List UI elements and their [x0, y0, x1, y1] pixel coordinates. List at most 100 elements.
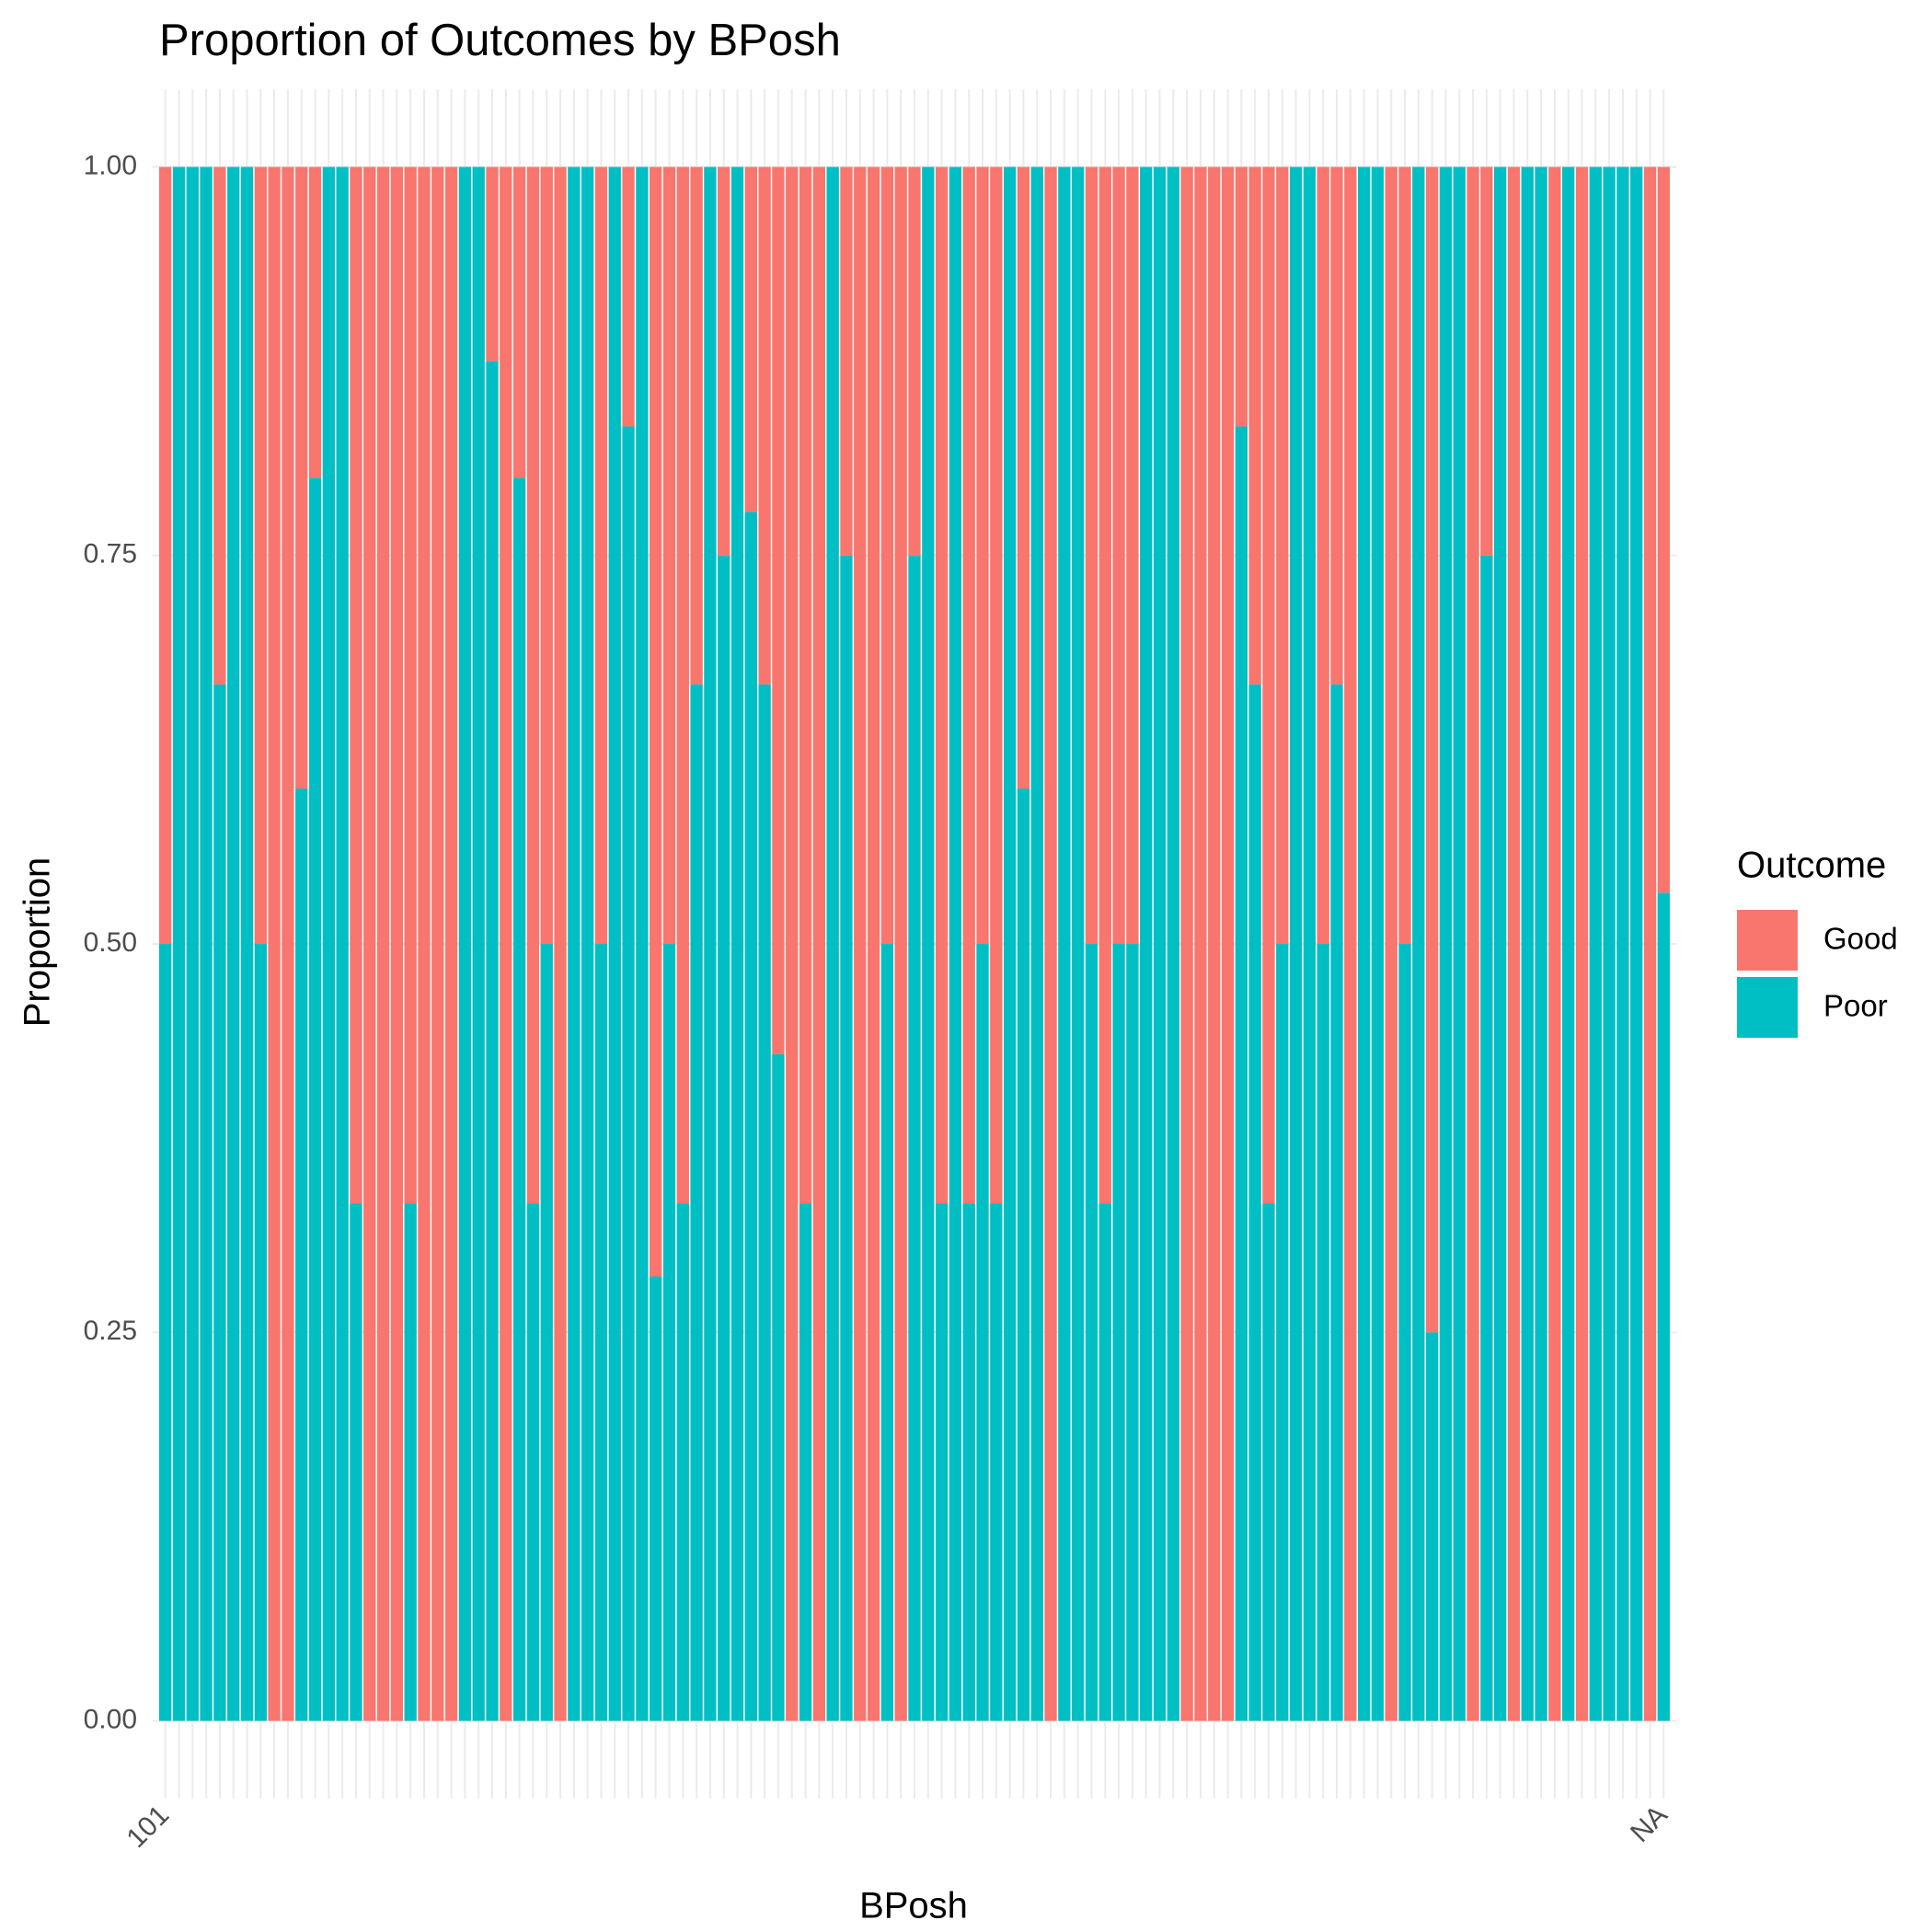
- bar-segment: [962, 1203, 975, 1721]
- y-tick-label: 0.25: [84, 1316, 137, 1346]
- bar-segment: [594, 944, 608, 1721]
- bar-segment: [1521, 167, 1534, 1721]
- bar-segment: [1317, 167, 1329, 945]
- bar-segment: [1589, 167, 1602, 1721]
- bar-segment: [1085, 167, 1098, 945]
- bar-segment: [1167, 167, 1179, 1721]
- bar-segment: [472, 167, 485, 1721]
- bar-segment: [295, 788, 308, 1721]
- bar-segment: [1235, 426, 1248, 1721]
- bar-segment: [376, 167, 390, 1721]
- bar-segment: [622, 167, 635, 427]
- bar-segment: [922, 167, 935, 1721]
- bar-segment: [1398, 944, 1411, 1721]
- bar-segment: [676, 167, 689, 1204]
- bar-segment: [322, 167, 335, 1721]
- chart-title: Proportion of Outcomes by BPosh: [159, 16, 841, 65]
- bar-segment: [594, 167, 608, 945]
- bar-segment: [1262, 167, 1275, 1204]
- bar-segment: [540, 167, 553, 945]
- bar-segment: [1248, 167, 1261, 684]
- bar-segment: [1017, 167, 1030, 789]
- bar-segment: [854, 167, 867, 1721]
- bar-segment: [1153, 167, 1167, 1721]
- bar-segment: [526, 1203, 540, 1721]
- bar-segment: [1330, 684, 1343, 1721]
- bar-segment: [1657, 167, 1670, 893]
- bar-segment: [526, 167, 540, 1204]
- legend-key: [1737, 977, 1798, 1038]
- bar-segment: [1017, 788, 1030, 1721]
- bar-segment: [1603, 167, 1616, 1721]
- bar-segment: [295, 167, 308, 789]
- bar-segment: [486, 167, 499, 362]
- bar-segment: [213, 167, 226, 684]
- bar-segment: [935, 167, 949, 1204]
- bar-segment: [1562, 167, 1575, 1721]
- bar-segment: [1494, 167, 1507, 1721]
- bar-segment: [568, 167, 581, 1721]
- bar-segment: [718, 167, 730, 556]
- bar-segment: [1085, 944, 1098, 1721]
- bar-segment: [1303, 167, 1317, 1721]
- bar-segment: [1044, 167, 1057, 1721]
- bar-segment: [1453, 167, 1466, 1721]
- bar-segment: [404, 167, 417, 1204]
- bar-segment: [976, 167, 989, 945]
- bar-segment: [390, 167, 404, 1721]
- bar-segment: [1317, 944, 1329, 1721]
- bar-segment: [581, 167, 594, 1721]
- bar-segment: [1466, 167, 1479, 1721]
- bar-segment: [1439, 167, 1453, 1721]
- bar-segment: [282, 167, 294, 1721]
- bar-segment: [990, 1203, 1003, 1721]
- bar-segment: [554, 167, 567, 1721]
- bar-segment: [1248, 684, 1261, 1721]
- bar-segment: [1630, 167, 1643, 1721]
- bar-segment: [1194, 167, 1207, 1721]
- bar-segment: [650, 1276, 662, 1721]
- bar-segment: [1030, 167, 1043, 1721]
- bar-segment: [990, 167, 1003, 1204]
- bar-segment: [1126, 944, 1139, 1721]
- bar-segment: [1425, 1332, 1439, 1721]
- bar-segment: [949, 167, 962, 1721]
- bar-segment: [704, 167, 717, 1721]
- bar-segment: [799, 1203, 812, 1721]
- bar-segment: [350, 167, 362, 1204]
- legend-label: Poor: [1823, 989, 1888, 1023]
- bar-segment: [1507, 167, 1521, 1721]
- bar-segment: [730, 167, 744, 1721]
- bar-segment: [1330, 167, 1343, 684]
- x-axis-label: BPosh: [859, 1886, 968, 1926]
- bar-segment: [1480, 167, 1493, 556]
- y-axis-label: Proportion: [17, 857, 58, 1028]
- bar-segment: [308, 167, 322, 478]
- bar-segment: [880, 944, 894, 1721]
- bar-segment: [799, 167, 812, 1204]
- bar-segment: [350, 1203, 362, 1721]
- bar-segment: [486, 361, 499, 1721]
- bar-segment: [363, 167, 376, 1721]
- bar-segment: [1357, 167, 1371, 1721]
- y-tick-label: 0.75: [84, 539, 137, 569]
- legend-key: [1737, 910, 1798, 971]
- bar-segment: [159, 167, 172, 945]
- bar-segment: [894, 167, 907, 1721]
- bar-segment: [935, 1203, 949, 1721]
- bar-segment: [1480, 555, 1493, 1721]
- bar-segment: [404, 1203, 417, 1721]
- bar-segment: [718, 555, 730, 1721]
- bar-segment: [676, 1203, 689, 1721]
- bar-segment: [867, 167, 880, 1721]
- bar-segment: [622, 426, 635, 1721]
- bar-segment: [268, 167, 281, 1721]
- bar-segment: [772, 1053, 785, 1721]
- bar-segment: [744, 167, 757, 512]
- bar-segment: [1385, 167, 1397, 1721]
- bar-segment: [458, 167, 472, 1721]
- bar-segment: [1643, 167, 1657, 1721]
- bar-segment: [1344, 167, 1357, 1721]
- bar-segment: [159, 944, 172, 1721]
